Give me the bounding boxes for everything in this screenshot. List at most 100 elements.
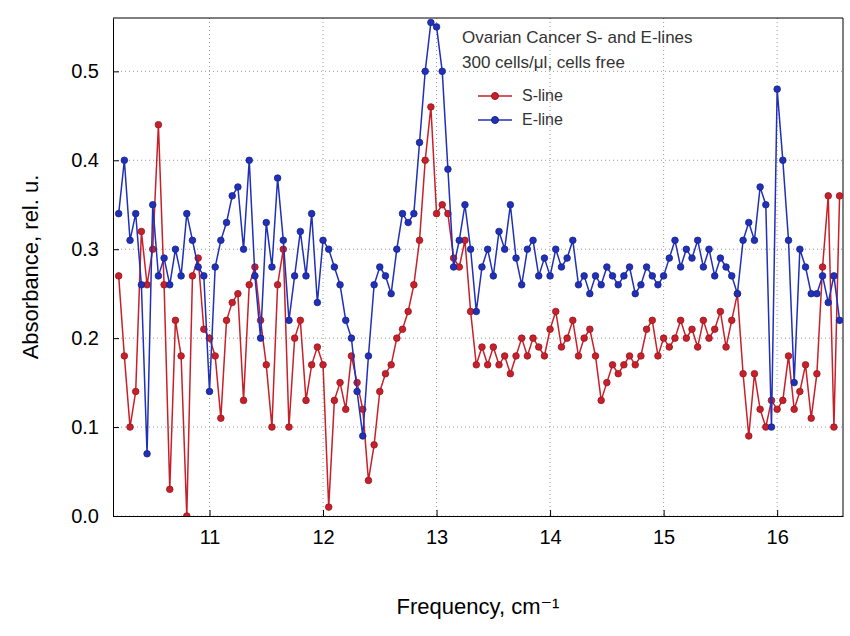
x-tick: 13 xyxy=(426,510,448,548)
series-marker xyxy=(569,237,576,244)
series-marker xyxy=(660,335,667,342)
series-marker xyxy=(240,397,247,404)
frame-right xyxy=(843,18,844,516)
series-marker xyxy=(740,370,747,377)
legend-swatch-marker xyxy=(492,117,499,124)
grid-line-y xyxy=(113,338,843,339)
series-marker xyxy=(371,442,378,449)
series-marker xyxy=(462,201,469,208)
series-marker xyxy=(178,273,185,280)
x-tick: 15 xyxy=(653,510,675,548)
series-marker xyxy=(399,326,406,333)
series-marker xyxy=(615,370,622,377)
series-marker xyxy=(411,210,418,217)
series-marker xyxy=(762,201,769,208)
series-marker xyxy=(263,362,270,369)
x-tick-label: 12 xyxy=(312,526,334,548)
series-marker xyxy=(757,406,764,413)
y-tick-mark xyxy=(113,71,119,72)
series-marker xyxy=(166,281,173,288)
series-marker xyxy=(183,210,190,217)
series-marker xyxy=(683,246,690,253)
series-marker xyxy=(819,264,826,271)
series-marker xyxy=(178,353,185,360)
series-marker xyxy=(757,184,764,191)
series-marker xyxy=(723,344,730,351)
x-tick: 12 xyxy=(312,510,334,548)
series-marker xyxy=(149,246,156,253)
x-tick-mark xyxy=(210,510,211,516)
series-marker xyxy=(473,308,480,315)
series-marker xyxy=(728,317,735,324)
series-marker xyxy=(337,281,344,288)
series-marker xyxy=(734,290,741,297)
series-marker xyxy=(683,335,690,342)
grid xyxy=(113,18,843,516)
x-tick: 16 xyxy=(767,510,789,548)
series-marker xyxy=(155,121,162,128)
series-marker xyxy=(552,308,559,315)
y-tick-label: 0.4 xyxy=(71,149,99,171)
series-marker xyxy=(632,362,639,369)
series-marker xyxy=(717,308,724,315)
series-marker xyxy=(598,397,605,404)
series-marker xyxy=(479,344,486,351)
chart: 1112131415160.00.10.20.30.40.5Frequency,… xyxy=(0,0,850,636)
grid-line-y xyxy=(113,427,843,428)
series-marker xyxy=(411,281,418,288)
series-marker xyxy=(422,68,429,75)
x-tick-mark xyxy=(664,510,665,516)
series-marker xyxy=(791,379,798,386)
series-marker xyxy=(405,219,412,226)
series-marker xyxy=(132,210,139,217)
y-tick: 0.2 xyxy=(71,327,119,349)
series-marker xyxy=(490,273,497,280)
x-tick-mark xyxy=(550,510,551,516)
series-marker xyxy=(223,219,230,226)
x-axis-title: Frequency, cm⁻¹ xyxy=(397,594,560,619)
y-tick-mark xyxy=(113,427,119,428)
series-marker xyxy=(189,273,196,280)
series-marker xyxy=(774,86,781,93)
x-tick: 11 xyxy=(200,510,221,548)
series-marker xyxy=(246,157,253,164)
series-marker xyxy=(825,193,832,200)
series-marker xyxy=(291,273,298,280)
series-marker xyxy=(325,246,332,253)
y-tick-label: 0.0 xyxy=(71,505,99,527)
series-marker xyxy=(138,281,145,288)
series-marker xyxy=(836,193,843,200)
series-marker xyxy=(212,264,219,271)
grid-line-y xyxy=(113,516,843,517)
series-marker xyxy=(297,228,304,235)
series-marker xyxy=(257,335,264,342)
series-marker xyxy=(655,353,662,360)
series-marker xyxy=(626,353,633,360)
series-marker xyxy=(325,504,332,511)
series-marker xyxy=(229,299,236,306)
series-marker xyxy=(785,237,792,244)
series-marker xyxy=(700,317,707,324)
series-marker xyxy=(541,255,548,262)
grid-line-x xyxy=(436,18,437,516)
series-marker xyxy=(439,201,446,208)
series-marker xyxy=(513,353,520,360)
series-marker xyxy=(677,317,684,324)
series-marker xyxy=(433,24,440,31)
series-marker xyxy=(694,344,701,351)
series-marker xyxy=(587,326,594,333)
series-marker xyxy=(189,237,196,244)
series-marker xyxy=(802,362,809,369)
x-axis: 111213141516 xyxy=(114,510,844,548)
series-marker xyxy=(581,335,588,342)
series-marker xyxy=(785,353,792,360)
series-marker xyxy=(212,353,219,360)
series-marker xyxy=(660,273,667,280)
legend: S-lineE-line xyxy=(478,87,563,128)
series-marker xyxy=(416,237,423,244)
series-marker xyxy=(303,273,310,280)
series-marker xyxy=(115,273,122,280)
series-marker xyxy=(382,273,389,280)
x-tick-label: 15 xyxy=(653,526,675,548)
annotation: 300 cells/μl, cells free xyxy=(462,53,625,72)
